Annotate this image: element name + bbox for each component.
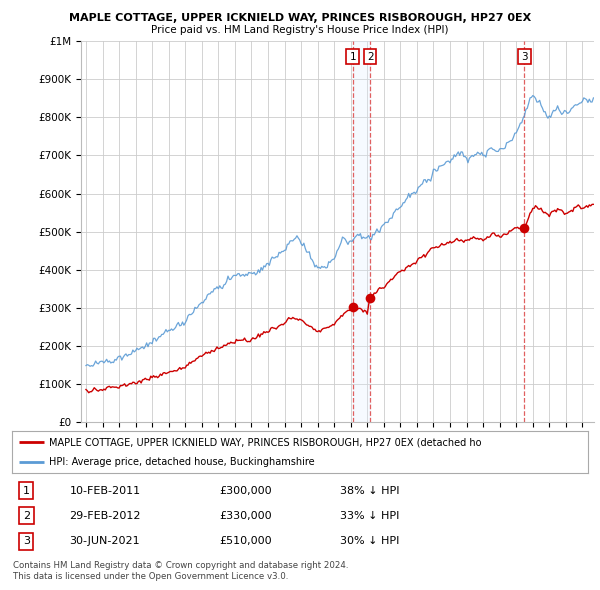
Text: £330,000: £330,000 (220, 511, 272, 521)
Text: MAPLE COTTAGE, UPPER ICKNIELD WAY, PRINCES RISBOROUGH, HP27 0EX: MAPLE COTTAGE, UPPER ICKNIELD WAY, PRINC… (69, 13, 531, 23)
Text: Price paid vs. HM Land Registry's House Price Index (HPI): Price paid vs. HM Land Registry's House … (151, 25, 449, 35)
Bar (353, 41, 370, 422)
Text: 1: 1 (349, 51, 356, 61)
Text: £300,000: £300,000 (220, 486, 272, 496)
Text: This data is licensed under the Open Government Licence v3.0.: This data is licensed under the Open Gov… (13, 572, 289, 581)
Text: 10-FEB-2011: 10-FEB-2011 (70, 486, 141, 496)
Text: 33% ↓ HPI: 33% ↓ HPI (340, 511, 400, 521)
Text: 1: 1 (23, 486, 30, 496)
Text: 29-FEB-2012: 29-FEB-2012 (70, 511, 141, 521)
Text: MAPLE COTTAGE, UPPER ICKNIELD WAY, PRINCES RISBOROUGH, HP27 0EX (detached ho: MAPLE COTTAGE, UPPER ICKNIELD WAY, PRINC… (49, 437, 482, 447)
Text: 30% ↓ HPI: 30% ↓ HPI (340, 536, 400, 546)
Text: 2: 2 (367, 51, 373, 61)
Text: Contains HM Land Registry data © Crown copyright and database right 2024.: Contains HM Land Registry data © Crown c… (13, 560, 349, 569)
Text: 2: 2 (23, 511, 30, 521)
Text: 30-JUN-2021: 30-JUN-2021 (70, 536, 140, 546)
Text: £510,000: £510,000 (220, 536, 272, 546)
Text: 3: 3 (521, 51, 528, 61)
Text: 38% ↓ HPI: 38% ↓ HPI (340, 486, 400, 496)
Text: 3: 3 (23, 536, 30, 546)
Text: HPI: Average price, detached house, Buckinghamshire: HPI: Average price, detached house, Buck… (49, 457, 315, 467)
